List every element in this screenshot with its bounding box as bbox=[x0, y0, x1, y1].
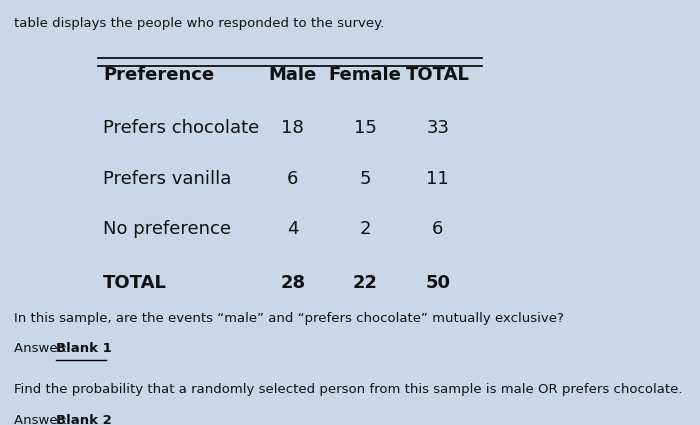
Text: 15: 15 bbox=[354, 119, 377, 137]
Text: 2: 2 bbox=[360, 220, 371, 238]
Text: 33: 33 bbox=[426, 119, 449, 137]
Text: Blank 1: Blank 1 bbox=[56, 342, 111, 355]
Text: 5: 5 bbox=[360, 170, 371, 188]
Text: Prefers chocolate: Prefers chocolate bbox=[103, 119, 260, 137]
Text: table displays the people who responded to the survey.: table displays the people who responded … bbox=[14, 17, 384, 30]
Text: 18: 18 bbox=[281, 119, 304, 137]
Text: TOTAL: TOTAL bbox=[406, 65, 470, 84]
Text: Preference: Preference bbox=[103, 65, 214, 84]
Text: 4: 4 bbox=[287, 220, 298, 238]
Text: 50: 50 bbox=[425, 274, 450, 292]
Text: Answer:: Answer: bbox=[14, 414, 71, 425]
Text: Answer:: Answer: bbox=[14, 342, 71, 355]
Text: 6: 6 bbox=[432, 220, 443, 238]
Text: TOTAL: TOTAL bbox=[103, 274, 167, 292]
Text: 6: 6 bbox=[287, 170, 298, 188]
Text: Prefers vanilla: Prefers vanilla bbox=[103, 170, 232, 188]
Text: Male: Male bbox=[269, 65, 317, 84]
Text: Find the probability that a randomly selected person from this sample is male OR: Find the probability that a randomly sel… bbox=[14, 383, 682, 396]
Text: 22: 22 bbox=[353, 274, 378, 292]
Text: In this sample, are the events “male” and “prefers chocolate” mutually exclusive: In this sample, are the events “male” an… bbox=[14, 312, 564, 325]
Text: No preference: No preference bbox=[103, 220, 231, 238]
Text: 28: 28 bbox=[280, 274, 305, 292]
Text: Female: Female bbox=[329, 65, 402, 84]
Text: Blank 2: Blank 2 bbox=[56, 414, 111, 425]
Text: 11: 11 bbox=[426, 170, 449, 188]
